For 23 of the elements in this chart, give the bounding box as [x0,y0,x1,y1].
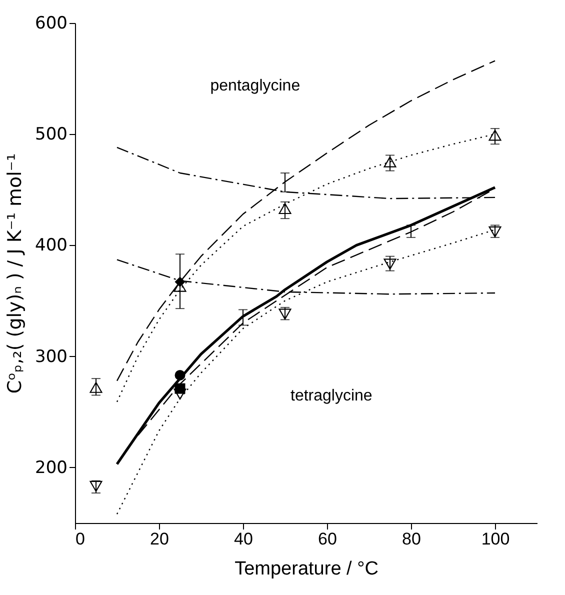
annotation: pentaglycine [210,78,300,94]
x-tick-label: 0 [76,530,85,548]
x-tick-label: 100 [481,530,510,548]
y-tick-label: 300 [35,346,68,367]
y-tick-label: 600 [35,14,68,34]
point [174,383,186,394]
y-tick-label: 400 [35,236,68,256]
point [278,203,292,214]
y-tick-label: 500 [35,124,68,145]
x-tick-label: 80 [402,530,421,548]
y-tick-label: 200 [35,458,68,478]
x-tick-label: 20 [150,530,169,548]
point [90,382,102,393]
annotation: tetraglycine [290,388,372,404]
point [384,156,396,168]
point [488,130,502,141]
point [174,370,186,380]
y-axis-title: Cᵒₚ,₂( (gly)ₙ ) / J K⁻¹ mol⁻¹ [4,153,26,394]
x-tick-label: 60 [318,530,337,548]
line-series [116,60,496,382]
x-axis-title: Temperature / °C [234,558,378,580]
x-tick-label: 40 [234,530,253,548]
point [384,258,396,270]
